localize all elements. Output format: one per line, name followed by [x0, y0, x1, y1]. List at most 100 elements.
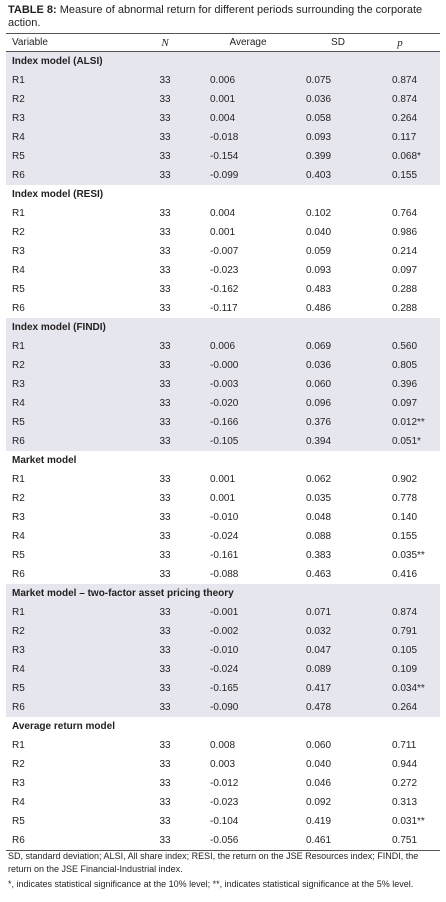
cell: R5	[12, 683, 25, 694]
cell: 0.036	[306, 94, 332, 105]
cell: R1	[12, 474, 25, 485]
cell: 0.560	[392, 341, 418, 352]
header-cell: Average	[229, 37, 267, 48]
cell: 33	[159, 265, 171, 276]
cell: 0.001	[210, 227, 236, 238]
cell: 0.068*	[392, 151, 421, 162]
cell: 33	[159, 75, 171, 86]
cell: 33	[159, 664, 171, 675]
cell: 33	[159, 531, 171, 542]
data-row: R6 33 -0.090 0.478 0.264	[6, 698, 440, 717]
cell: 0.060	[306, 740, 332, 751]
cell: 33	[159, 607, 171, 618]
cell: 0.874	[392, 607, 418, 618]
cell: -0.018	[210, 132, 239, 143]
cell: R4	[12, 132, 25, 143]
data-row: R4 33 -0.024 0.089 0.109	[6, 660, 440, 679]
data-row: R2 33 0.001 0.035 0.778	[6, 489, 440, 508]
cell: 0.062	[306, 474, 332, 485]
data-row: R3 33 0.004 0.058 0.264	[6, 109, 440, 128]
data-row: R5 33 -0.161 0.383 0.035**	[6, 546, 440, 565]
section-row: Market model	[6, 451, 440, 470]
section-title: Index model (RESI)	[12, 189, 104, 200]
cell: 0.417	[306, 683, 332, 694]
cell: 0.874	[392, 75, 418, 86]
cell: 0.001	[210, 474, 236, 485]
cell: 33	[159, 417, 171, 428]
cell: -0.020	[210, 398, 239, 409]
cell: 0.040	[306, 227, 332, 238]
cell: R5	[12, 151, 25, 162]
cell: R6	[12, 436, 25, 447]
cell: 33	[159, 474, 171, 485]
cell: 33	[159, 113, 171, 124]
cell: 33	[159, 360, 171, 371]
data-row: R4 33 -0.020 0.096 0.097	[6, 394, 440, 413]
cell: 0.264	[392, 702, 418, 713]
data-row: R5 33 -0.154 0.399 0.068*	[6, 147, 440, 166]
cell: 0.791	[392, 626, 418, 637]
cell: 33	[159, 626, 171, 637]
cell: 33	[159, 683, 171, 694]
cell: -0.001	[210, 607, 239, 618]
cell: R3	[12, 379, 25, 390]
cell: R2	[12, 227, 25, 238]
cell: R1	[12, 341, 25, 352]
cell: 33	[159, 132, 171, 143]
cell: 33	[159, 493, 171, 504]
cell: -0.162	[210, 284, 239, 295]
cell: -0.154	[210, 151, 239, 162]
cell: R1	[12, 740, 25, 751]
cell: 0.155	[392, 170, 418, 181]
cell: 0.944	[392, 759, 418, 770]
section-row: Average return model	[6, 717, 440, 736]
cell: 0.001	[210, 493, 236, 504]
data-row: R6 33 -0.105 0.394 0.051*	[6, 432, 440, 451]
cell: 0.075	[306, 75, 332, 86]
cell: 0.046	[306, 778, 332, 789]
cell: 0.102	[306, 208, 332, 219]
cell: 33	[159, 759, 171, 770]
cell: 0.006	[210, 75, 236, 86]
cell: 0.396	[392, 379, 418, 390]
data-row: R5 33 -0.166 0.376 0.012**	[6, 413, 440, 432]
cell: R3	[12, 512, 25, 523]
cell: R6	[12, 170, 25, 181]
cell: -0.088	[210, 569, 239, 580]
data-row: R1 33 -0.001 0.071 0.874	[6, 603, 440, 622]
cell: -0.117	[210, 303, 238, 314]
cell: -0.002	[210, 626, 239, 637]
data-row: R1 33 0.006 0.075 0.874	[6, 71, 440, 90]
cell: R2	[12, 493, 25, 504]
cell: 33	[159, 94, 171, 105]
caption-label: TABLE 8:	[8, 4, 57, 16]
data-row: R2 33 0.001 0.036 0.874	[6, 90, 440, 109]
section-row: Market model – two-factor asset pricing …	[6, 584, 440, 603]
cell: R3	[12, 778, 25, 789]
cell: R1	[12, 208, 25, 219]
cell: 33	[159, 512, 171, 523]
cell: R3	[12, 113, 25, 124]
cell: 0.478	[306, 702, 332, 713]
footnotes: SD, standard deviation; ALSI, All share …	[8, 850, 438, 894]
cell: 33	[159, 246, 171, 257]
data-row: R1 33 0.001 0.062 0.902	[6, 470, 440, 489]
cell: 0.764	[392, 208, 418, 219]
cell: 33	[159, 341, 171, 352]
cell: 33	[159, 398, 171, 409]
cell: 0.092	[306, 797, 332, 808]
cell: R4	[12, 398, 25, 409]
cell: R4	[12, 664, 25, 675]
cell: R2	[12, 759, 25, 770]
cell: 0.031**	[392, 816, 425, 827]
data-row: R3 33 -0.007 0.059 0.214	[6, 242, 440, 261]
data-row: R4 33 -0.024 0.088 0.155	[6, 527, 440, 546]
cell: R2	[12, 94, 25, 105]
cell: 33	[159, 379, 171, 390]
table-caption: TABLE 8: Measure of abnormal return for …	[8, 4, 428, 29]
cell: -0.056	[210, 835, 239, 846]
cell: R6	[12, 569, 25, 580]
cell: 0.093	[306, 132, 332, 143]
cell: 0.416	[392, 569, 418, 580]
cell: -0.010	[210, 512, 239, 523]
